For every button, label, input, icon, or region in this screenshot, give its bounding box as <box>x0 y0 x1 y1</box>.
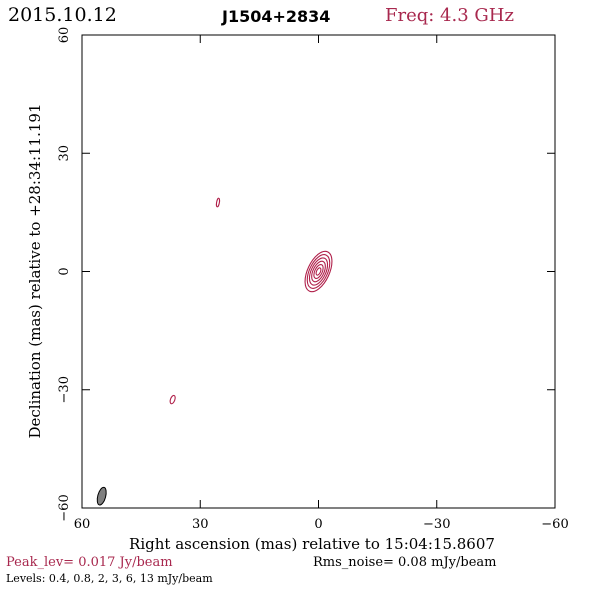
y-axis-label: Declination (mas) relative to +28:34:11.… <box>26 103 44 438</box>
contour-c0-l1 <box>306 254 331 289</box>
y-tick-labels: 60 30 0 −30 −60 <box>57 27 72 522</box>
x-tick-label-4: −60 <box>541 517 568 532</box>
x-axis-label: Right ascension (mas) relative to 15:04:… <box>129 535 495 553</box>
contour-c0-l5 <box>315 267 322 276</box>
y-tick-label-3: −30 <box>57 376 72 403</box>
x-tick-label-0: 60 <box>74 517 91 532</box>
y-tick-label-0: 60 <box>57 27 72 44</box>
x-tick-label-2: 0 <box>314 517 322 532</box>
contour-c0-l4 <box>313 264 324 279</box>
contour-levels: Levels: 0.4, 0.8, 2, 3, 6, 13 mJy/beam <box>6 572 213 585</box>
x-tick-labels: 60 30 0 −30 −60 <box>74 517 569 532</box>
axis-ticks <box>81 34 556 509</box>
contour-c2-l0 <box>169 394 176 405</box>
observation-date: 2015.10.12 <box>8 4 117 26</box>
contour-c0-l3 <box>311 260 326 283</box>
y-tick-label-2: 0 <box>57 267 72 275</box>
x-tick-label-1: 30 <box>192 517 209 532</box>
contour-c1-l0 <box>215 197 221 208</box>
contour-layer <box>169 197 333 405</box>
x-tick-label-3: −30 <box>423 517 450 532</box>
contour-c0-l0 <box>304 250 333 293</box>
y-tick-label-1: 30 <box>57 145 72 162</box>
peak-level: Peak_lev= 0.017 Jy/beam <box>6 555 173 570</box>
rms-noise: Rms_noise= 0.08 mJy/beam <box>313 555 496 570</box>
y-tick-label-4: −60 <box>57 494 72 521</box>
beam-layer <box>96 486 107 506</box>
restoring-beam <box>96 486 107 506</box>
frequency-label: Freq: 4.3 GHz <box>385 5 514 26</box>
source-name: J1504+2834 <box>221 7 330 26</box>
contour-c0-l2 <box>308 257 329 286</box>
plot-frame <box>81 34 556 509</box>
